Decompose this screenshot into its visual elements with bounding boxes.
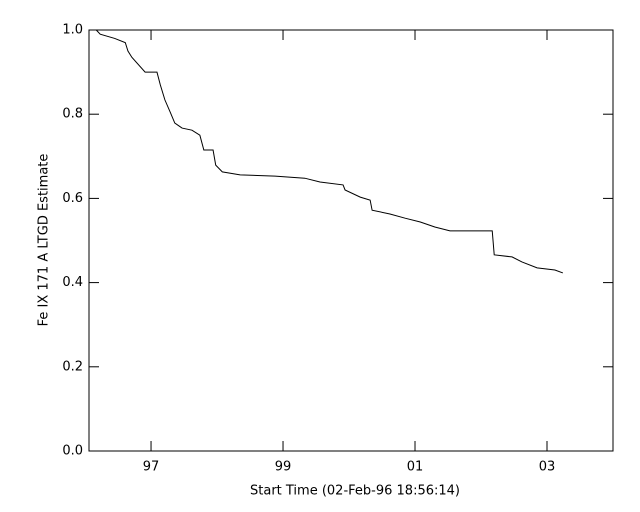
x-tick-label: 01 — [407, 460, 424, 475]
x-tick-label: 99 — [275, 460, 292, 475]
y-tick-label: 0.8 — [62, 107, 83, 122]
y-tick-label: 0.6 — [62, 191, 83, 206]
x-axis-label: Start Time (02-Feb-96 18:56:14) — [250, 484, 460, 499]
y-tick-label: 1.0 — [62, 23, 83, 38]
x-tick-label: 03 — [539, 460, 556, 475]
x-tick-label: 97 — [143, 460, 160, 475]
y-tick-label: 0.0 — [62, 444, 83, 459]
y-tick-label: 0.2 — [62, 359, 83, 374]
y-axis-label: Fe IX 171 A LTGD Estimate — [37, 154, 52, 327]
y-tick-label: 0.4 — [62, 275, 83, 290]
plot-frame — [88, 29, 614, 452]
data-line — [95, 29, 564, 274]
